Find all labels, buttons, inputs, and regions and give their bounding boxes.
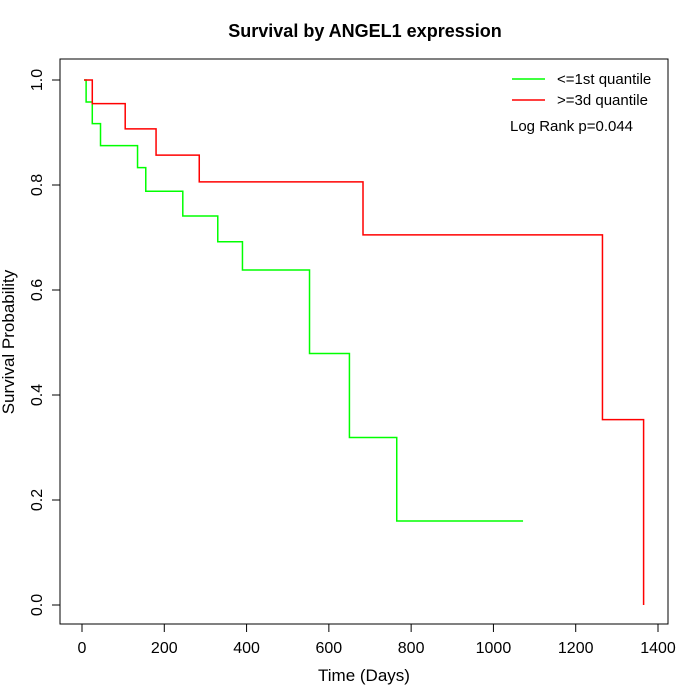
x-axis: 0 200 400 600 800 1000 1200 1400 xyxy=(78,624,676,657)
y-tick-label-4: 0.8 xyxy=(29,174,46,196)
x-tick-label-6: 1200 xyxy=(558,640,594,657)
survival-curve-low-expression xyxy=(84,79,524,522)
legend: <=1st quantile >=3d quantile xyxy=(512,71,651,109)
y-tick-label-2: 0.4 xyxy=(29,384,46,406)
y-tick-label-5: 1.0 xyxy=(29,69,46,91)
x-tick-label-5: 1000 xyxy=(476,640,512,657)
y-axis-label: Survival Probability xyxy=(0,269,18,414)
y-tick-label-3: 0.6 xyxy=(29,279,46,301)
x-axis-label: Time (Days) xyxy=(318,666,410,685)
legend-label-low: <=1st quantile xyxy=(557,71,651,88)
y-tick-label-0: 0.0 xyxy=(29,594,46,616)
series-layer xyxy=(84,79,645,605)
y-axis: 0.0 0.2 0.4 0.6 0.8 1.0 xyxy=(29,69,60,616)
plot-frame xyxy=(59,58,669,625)
x-tick-label-3: 600 xyxy=(316,640,343,657)
survival-curve-high-expression xyxy=(84,79,645,605)
x-tick-label-0: 0 xyxy=(78,640,87,657)
log-rank-annotation: Log Rank p=0.044 xyxy=(510,118,633,135)
y-tick-label-1: 0.2 xyxy=(29,489,46,511)
x-tick-label-2: 400 xyxy=(233,640,260,657)
x-tick-label-4: 800 xyxy=(398,640,425,657)
x-tick-label-7: 1400 xyxy=(640,640,676,657)
legend-label-high: >=3d quantile xyxy=(557,92,648,109)
x-tick-label-1: 200 xyxy=(151,640,178,657)
chart-title: Survival by ANGEL1 expression xyxy=(228,21,501,41)
